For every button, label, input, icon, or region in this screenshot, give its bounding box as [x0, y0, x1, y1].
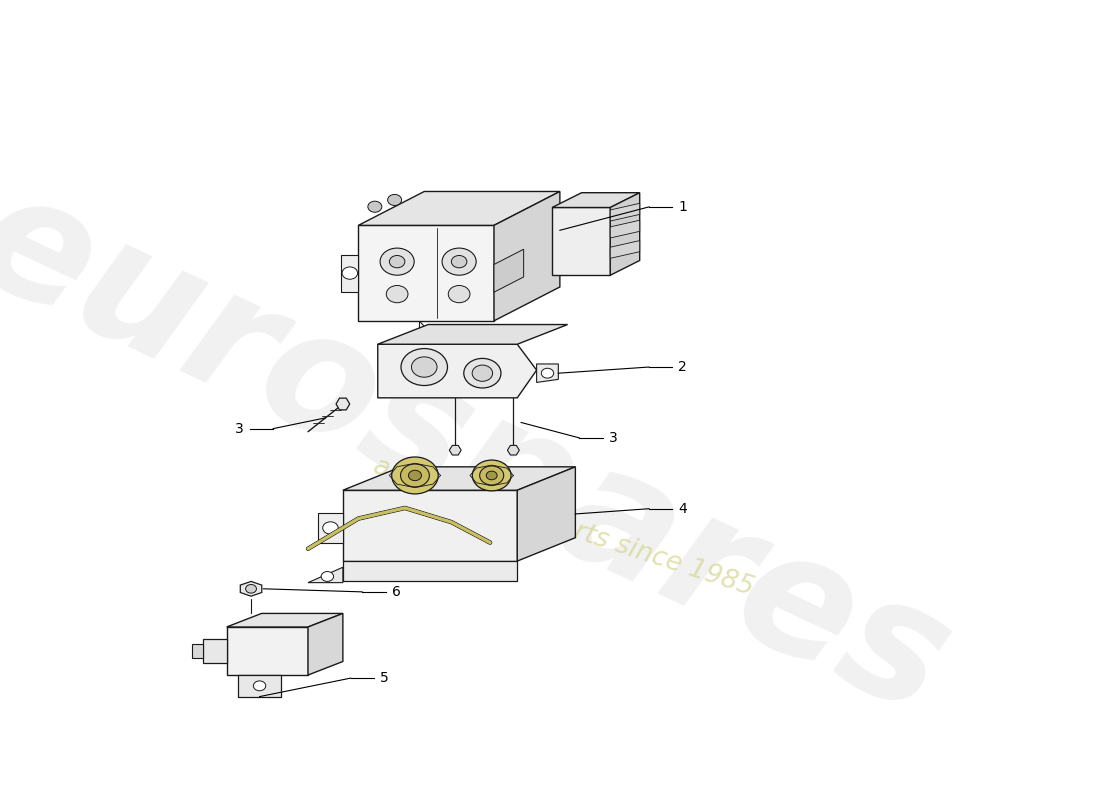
Polygon shape — [343, 467, 575, 490]
Polygon shape — [494, 191, 560, 321]
Polygon shape — [308, 567, 343, 582]
Text: eurospares: eurospares — [0, 157, 974, 750]
Polygon shape — [191, 644, 204, 658]
Circle shape — [387, 194, 402, 206]
Polygon shape — [507, 446, 519, 455]
Text: a passion for parts since 1985: a passion for parts since 1985 — [371, 454, 757, 601]
Polygon shape — [239, 675, 280, 697]
Polygon shape — [517, 467, 575, 561]
Text: 1: 1 — [679, 200, 688, 214]
Circle shape — [367, 201, 382, 212]
Text: 3: 3 — [608, 431, 617, 445]
Circle shape — [442, 248, 476, 275]
Circle shape — [411, 357, 437, 378]
Circle shape — [402, 349, 448, 386]
Polygon shape — [227, 627, 308, 675]
Circle shape — [464, 358, 500, 388]
Circle shape — [472, 460, 512, 491]
Polygon shape — [494, 250, 524, 292]
Circle shape — [408, 470, 421, 481]
Circle shape — [449, 286, 470, 302]
Polygon shape — [610, 241, 640, 258]
Polygon shape — [343, 561, 517, 581]
Circle shape — [386, 286, 408, 302]
Polygon shape — [449, 446, 461, 455]
Polygon shape — [318, 513, 343, 543]
Circle shape — [451, 255, 466, 268]
Text: 5: 5 — [381, 671, 388, 685]
Polygon shape — [377, 325, 568, 344]
Circle shape — [400, 464, 429, 487]
Polygon shape — [377, 344, 537, 398]
Circle shape — [480, 466, 504, 485]
Polygon shape — [204, 639, 227, 662]
Polygon shape — [227, 614, 343, 627]
Circle shape — [321, 571, 333, 582]
Circle shape — [486, 471, 497, 480]
Polygon shape — [341, 254, 359, 291]
Circle shape — [253, 681, 266, 690]
Circle shape — [245, 585, 256, 593]
Polygon shape — [337, 398, 350, 410]
Circle shape — [392, 457, 438, 494]
Polygon shape — [308, 614, 343, 675]
Circle shape — [342, 267, 358, 279]
Text: 4: 4 — [679, 502, 688, 516]
Polygon shape — [343, 490, 517, 561]
Circle shape — [541, 368, 553, 378]
Polygon shape — [537, 364, 559, 382]
Polygon shape — [359, 191, 560, 226]
Polygon shape — [359, 226, 494, 321]
Circle shape — [472, 365, 493, 382]
Circle shape — [381, 248, 415, 275]
Polygon shape — [552, 193, 640, 207]
Polygon shape — [610, 203, 640, 221]
Text: 2: 2 — [679, 360, 688, 374]
Circle shape — [389, 255, 405, 268]
Text: 3: 3 — [235, 422, 244, 436]
Polygon shape — [610, 220, 640, 238]
Circle shape — [322, 522, 338, 534]
Polygon shape — [610, 193, 640, 275]
Polygon shape — [552, 207, 611, 275]
Text: 6: 6 — [392, 585, 400, 599]
Polygon shape — [240, 582, 262, 596]
